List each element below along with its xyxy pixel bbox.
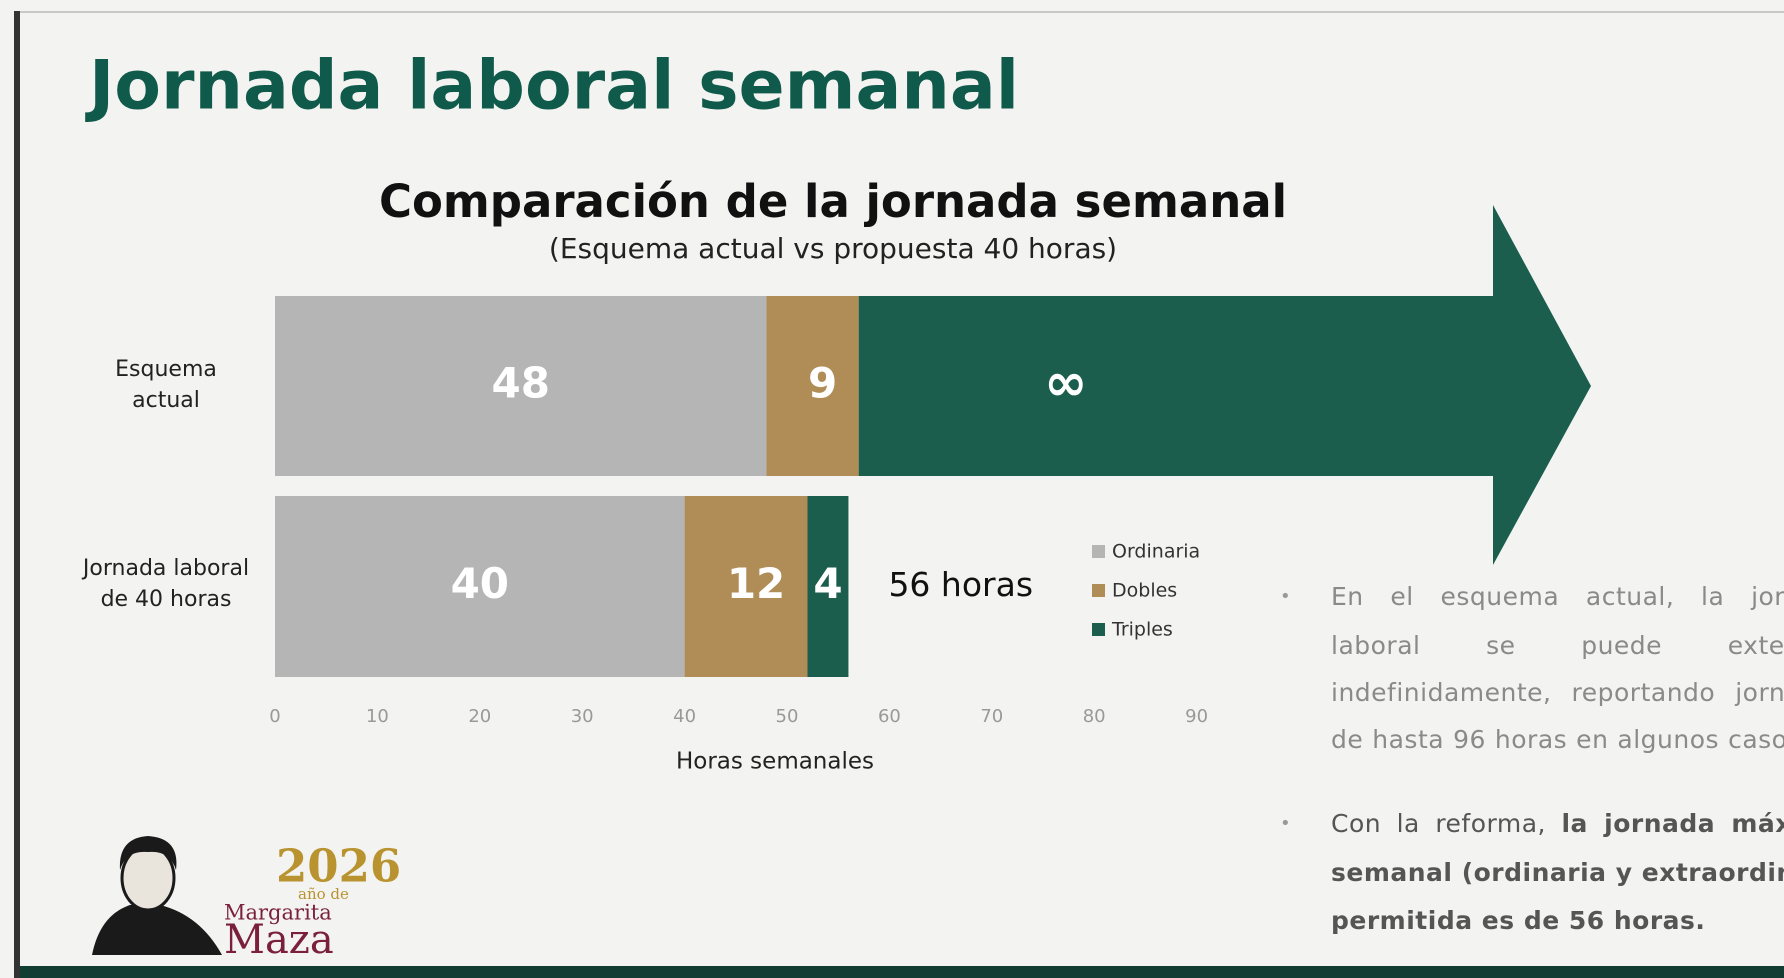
x-axis-label: Horas semanales <box>676 749 874 775</box>
slide: Jornada laboral semanal Comparación de l… <box>0 0 1784 978</box>
x-tick-label: 60 <box>878 706 901 727</box>
value-label: 40 <box>451 559 509 608</box>
bullet-line: permitida es de 56 horas. <box>1331 906 1784 935</box>
value-label: 48 <box>492 359 550 408</box>
category-label: Esquema actual <box>66 354 266 416</box>
bullet-line: indefinidamente, reportando jorna <box>1331 678 1784 707</box>
value-label: 4 <box>813 559 842 608</box>
bullet-dot: • <box>1280 586 1291 607</box>
bullet-bold: permitida es de 56 horas. <box>1331 906 1705 935</box>
legend-label: Triples <box>1111 619 1173 641</box>
portrait-body <box>92 905 222 955</box>
frame-left <box>14 11 20 978</box>
value-label: 9 <box>808 359 837 408</box>
annotation: 56 horas <box>888 565 1033 604</box>
x-tick-label: 10 <box>366 706 389 727</box>
bullet-line: Con la reforma, la jornada máxi <box>1331 809 1784 838</box>
chart-subtitle: (Esquema actual vs propuesta 40 horas) <box>549 232 1117 265</box>
bullet-bold: la jornada máxi <box>1561 809 1784 838</box>
frame-top <box>14 11 1784 13</box>
category-label: Jornada laboral de 40 horas <box>66 553 266 615</box>
bullet-line: semanal (ordinaria y extraordina <box>1331 858 1784 887</box>
value-label: ∞ <box>1044 353 1087 413</box>
logo: 2026 año de Margarita Maza <box>92 836 401 963</box>
legend-label: Ordinaria <box>1112 541 1200 563</box>
x-tick-label: 20 <box>468 706 491 727</box>
chart-title: Comparación de la jornada semanal <box>379 175 1287 228</box>
footer-band <box>20 966 1784 978</box>
bullet-line: laboral se puede exten <box>1331 631 1784 660</box>
bullet-bold: semanal (ordinaria y extraordina <box>1331 858 1784 887</box>
logo-line3: Maza <box>224 917 334 963</box>
bullet-dot: • <box>1280 813 1291 834</box>
legend-label: Dobles <box>1112 580 1177 602</box>
legend-swatch <box>1092 545 1105 558</box>
x-tick-label: 50 <box>776 706 799 727</box>
value-label: 12 <box>727 559 785 608</box>
bullet-text: Con la reforma, <box>1331 809 1561 838</box>
x-tick-label: 40 <box>673 706 696 727</box>
bullet-line: de hasta 96 horas en algunos casos <box>1331 725 1784 754</box>
x-tick-label: 70 <box>980 706 1003 727</box>
bullet-line: En el esquema actual, la jorn <box>1331 582 1784 611</box>
legend-swatch <box>1092 623 1105 636</box>
slide-title: Jornada laboral semanal <box>85 47 1019 126</box>
x-tick-label: 30 <box>571 706 594 727</box>
legend-swatch <box>1092 584 1105 597</box>
x-tick-label: 90 <box>1185 706 1208 727</box>
x-tick-label: 80 <box>1083 706 1106 727</box>
x-tick-label: 0 <box>269 706 280 727</box>
